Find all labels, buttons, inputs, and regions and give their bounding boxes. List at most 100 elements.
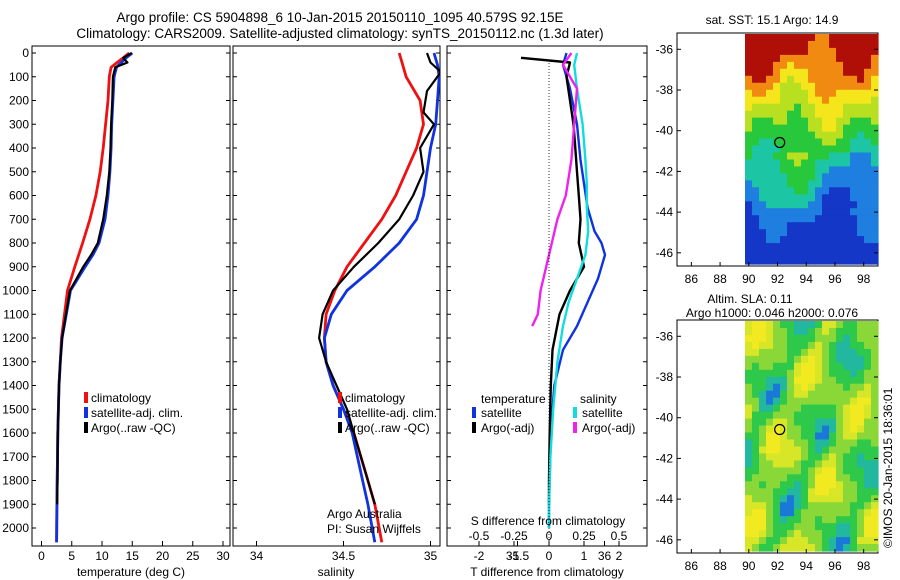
heatmap-cell <box>815 467 823 475</box>
heatmap-cell <box>857 180 865 188</box>
heatmap-cell <box>843 34 851 42</box>
heatmap-cell <box>864 474 872 482</box>
heatmap-cell <box>780 453 788 461</box>
s-diff-tick-label: -0.25 <box>500 529 528 543</box>
heatmap-cell <box>836 82 844 91</box>
heatmap-cell <box>815 96 823 105</box>
heatmap-cell <box>759 152 767 161</box>
heatmap-cell <box>850 369 858 378</box>
salinity-line-argo <box>318 52 440 505</box>
heatmap-cell <box>843 523 851 531</box>
heatmap-cell <box>836 453 844 461</box>
heatmap-cell <box>815 117 823 126</box>
heatmap-cell <box>794 530 802 538</box>
heatmap-cell <box>850 96 858 105</box>
heatmap-cell <box>808 439 816 448</box>
heatmap-cell <box>773 328 781 336</box>
heatmap-cell <box>745 509 753 517</box>
heatmap-cell <box>815 82 823 91</box>
heatmap-cell <box>780 159 788 168</box>
heatmap-cell <box>745 103 753 112</box>
heatmap-cell <box>850 376 858 385</box>
heatmap-cell <box>822 328 830 336</box>
heatmap-cell <box>864 453 872 461</box>
heatmap-cell <box>773 502 781 510</box>
heatmap-cell <box>815 194 823 202</box>
temperature-tick-label: 10 <box>95 549 109 563</box>
heatmap-cell <box>836 110 844 119</box>
heatmap-cell <box>871 439 879 448</box>
heatmap-cell <box>822 75 830 84</box>
sla-map-axes: -36 -38 -40 -42 -44 -46 86 88 90 92 94 96 98 <box>656 329 878 573</box>
heatmap-cell <box>801 34 809 42</box>
heatmap-cell <box>780 467 788 475</box>
s-diff-tick-label: -0.5 <box>469 529 490 543</box>
heatmap-cell <box>787 145 795 154</box>
heatmap-cell <box>801 89 809 98</box>
depth-tick-label: 1500 <box>2 402 29 416</box>
heatmap-cell <box>794 537 802 545</box>
heatmap-cell <box>815 348 823 357</box>
heatmap-cell <box>829 411 837 420</box>
heatmap-cell <box>808 138 816 147</box>
heatmap-cell <box>773 481 781 489</box>
heatmap-cell <box>808 397 816 406</box>
heatmap-cell <box>871 397 879 406</box>
heatmap-cell <box>836 236 844 244</box>
heatmap-cell <box>815 523 823 531</box>
heatmap-cell <box>794 173 802 181</box>
heatmap-cell <box>836 321 844 329</box>
heatmap-cell <box>752 82 760 91</box>
depth-axis: 0 100 200 300 400 500 600 700 800 900 1000 1100 1200… <box>2 46 647 535</box>
heatmap-cell <box>787 222 795 230</box>
heatmap-cell <box>850 117 858 126</box>
heatmap-cell <box>752 481 760 489</box>
heatmap-cell <box>794 103 802 112</box>
heatmap-cell <box>773 537 781 545</box>
heatmap-cell <box>822 502 830 510</box>
heatmap-cell <box>801 250 809 258</box>
heatmap-cell <box>780 425 788 434</box>
heatmap-cell <box>794 481 802 489</box>
heatmap-cell <box>759 404 767 413</box>
heatmap-cell <box>864 96 872 105</box>
temperature-tick-label: 25 <box>186 549 200 563</box>
imos-timestamp: ©IMOS 20-Jan-2015 18:36:01 <box>881 387 895 548</box>
heatmap-cell <box>850 194 858 202</box>
heatmap-cell <box>745 523 753 531</box>
depth-tick-label: 400 <box>9 141 29 155</box>
heatmap-cell <box>773 138 781 147</box>
heatmap-cell <box>822 110 830 119</box>
heatmap-cell <box>801 544 809 552</box>
heatmap-cell <box>822 173 830 181</box>
heatmap-cell <box>787 369 795 378</box>
heatmap-cell <box>766 453 774 461</box>
heatmap-cell <box>801 124 809 133</box>
heatmap-cell <box>864 432 872 441</box>
heatmap-cell <box>843 145 851 154</box>
heatmap-cell <box>871 355 879 364</box>
heatmap-cell <box>864 236 872 244</box>
heatmap-cell <box>745 328 753 336</box>
heatmap-cell <box>780 474 788 482</box>
heatmap-cell <box>745 82 753 91</box>
heatmap-cell <box>773 376 781 385</box>
heatmap-cell <box>815 460 823 468</box>
heatmap-cell <box>773 61 781 70</box>
heatmap-cell <box>801 348 809 357</box>
difference-axis-label: T difference from climatology <box>470 565 624 579</box>
heatmap-cell <box>766 54 774 63</box>
heatmap-cell <box>815 34 823 42</box>
heatmap-cell <box>850 180 858 188</box>
heatmap-cell <box>780 54 788 63</box>
heatmap-cell <box>864 509 872 517</box>
heatmap-cell <box>815 411 823 420</box>
heatmap-cell <box>801 41 809 49</box>
heatmap-cell <box>843 173 851 181</box>
heatmap-cell <box>801 516 809 524</box>
heatmap-cell <box>829 390 837 399</box>
heatmap-cell <box>843 243 851 251</box>
heatmap-cell <box>829 82 837 91</box>
heatmap-cell <box>780 432 788 441</box>
